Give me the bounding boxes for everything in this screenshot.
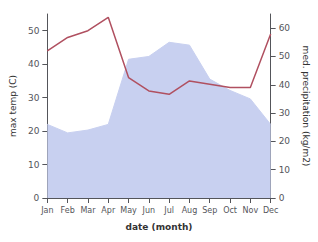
svg-text:Nov: Nov bbox=[243, 206, 259, 215]
svg-text:20: 20 bbox=[279, 136, 291, 146]
svg-text:20: 20 bbox=[28, 126, 40, 136]
svg-text:Jan: Jan bbox=[40, 206, 53, 215]
svg-text:30: 30 bbox=[279, 108, 291, 118]
svg-text:10: 10 bbox=[28, 160, 40, 170]
svg-text:0: 0 bbox=[279, 193, 285, 203]
svg-text:Aug: Aug bbox=[182, 206, 198, 215]
svg-text:Jul: Jul bbox=[163, 206, 174, 215]
svg-text:Feb: Feb bbox=[61, 206, 75, 215]
svg-text:10: 10 bbox=[279, 165, 291, 175]
svg-text:30: 30 bbox=[28, 93, 40, 103]
svg-text:date (month): date (month) bbox=[126, 222, 193, 232]
svg-text:Sep: Sep bbox=[202, 206, 217, 215]
svg-text:max temp (C): max temp (C) bbox=[8, 75, 18, 137]
svg-text:50: 50 bbox=[28, 26, 40, 36]
svg-text:0: 0 bbox=[34, 193, 40, 203]
svg-text:Apr: Apr bbox=[101, 206, 116, 215]
svg-text:Dec: Dec bbox=[263, 206, 278, 215]
svg-text:med. precipitation (kg/m2): med. precipitation (kg/m2) bbox=[301, 46, 311, 167]
svg-text:50: 50 bbox=[279, 51, 291, 61]
svg-text:Jun: Jun bbox=[142, 206, 156, 215]
svg-text:Oct: Oct bbox=[223, 206, 237, 215]
svg-text:Mar: Mar bbox=[80, 206, 96, 215]
svg-text:40: 40 bbox=[28, 59, 40, 69]
svg-text:40: 40 bbox=[279, 80, 291, 90]
svg-text:May: May bbox=[120, 206, 137, 215]
svg-text:60: 60 bbox=[279, 23, 291, 33]
